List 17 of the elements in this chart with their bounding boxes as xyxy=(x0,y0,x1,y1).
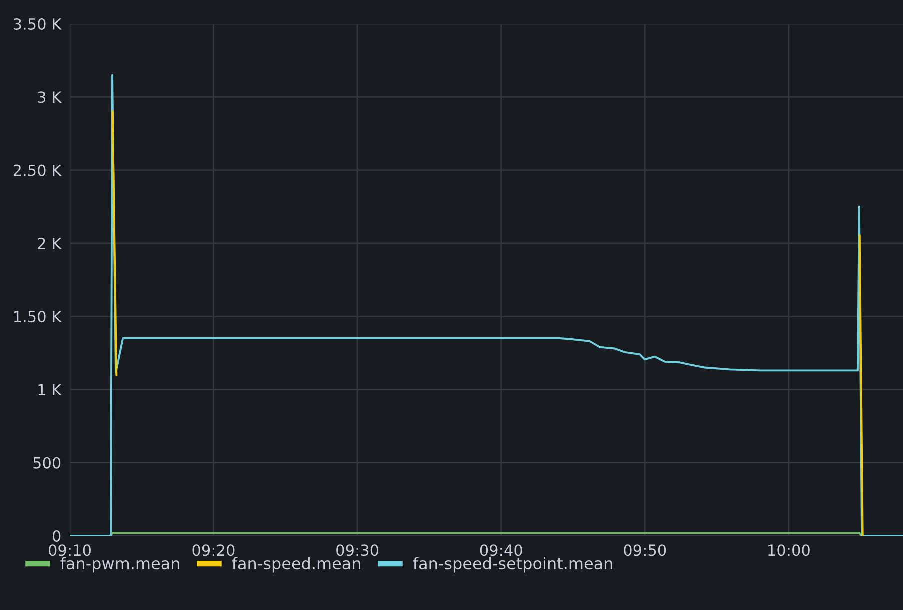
y-tick-label: 1 K xyxy=(38,384,62,396)
y-tick-label: 3.50 K xyxy=(14,18,62,30)
x-tick-label: 10:00 xyxy=(768,544,810,556)
legend-label: fan-speed-setpoint.mean xyxy=(413,557,612,573)
x-tick-label: 09:30 xyxy=(336,544,379,556)
x-tick-label: 09:20 xyxy=(192,544,235,556)
legend-label: fan-speed.mean xyxy=(232,557,360,573)
y-tick-label: 0 xyxy=(52,530,61,542)
legend-label: fan-pwm.mean xyxy=(60,557,180,573)
y-tick-label: 2.50 K xyxy=(14,164,62,176)
x-tick-label: 09:40 xyxy=(480,544,522,556)
y-tick-label: 500 xyxy=(34,457,61,469)
y-tick-label: 2 K xyxy=(38,238,62,250)
y-tick-label: 1.50 K xyxy=(14,311,62,323)
y-tick-label: 3 K xyxy=(38,92,62,104)
x-tick-label: 09:50 xyxy=(624,544,666,556)
x-tick-label: 09:10 xyxy=(48,544,91,556)
